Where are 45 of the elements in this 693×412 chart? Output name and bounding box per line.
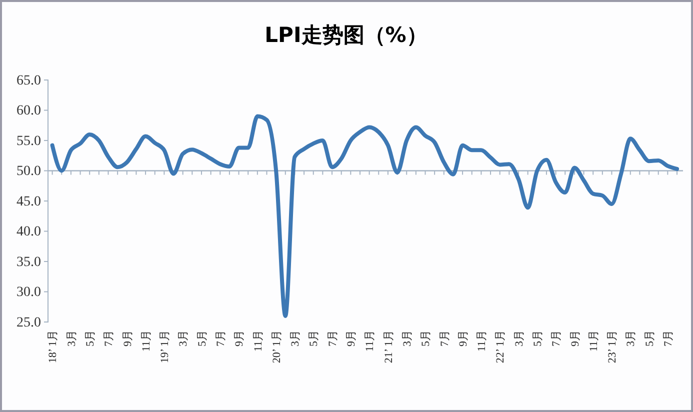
y-tick-label: 30.0: [16, 285, 41, 300]
x-tick-label: 5月: [84, 330, 96, 346]
x-tick-label: 5月: [420, 330, 432, 346]
x-tick-label: 11月: [364, 330, 376, 352]
y-tick-label: 35.0: [16, 254, 41, 270]
x-tick-label: 23’ 1月: [606, 330, 619, 364]
x-tick-label: 11月: [140, 330, 152, 352]
x-tick-label: 9月: [122, 330, 134, 346]
x-tick-label: 3月: [66, 330, 78, 346]
x-tick-label: 5月: [196, 330, 208, 346]
y-tick-label: 45.0: [16, 194, 41, 210]
y-tick-label: 60.0: [16, 104, 41, 119]
y-tick-label: 40.0: [16, 224, 41, 240]
x-tick-label: 3月: [513, 330, 526, 346]
x-tick-label: 3月: [178, 330, 190, 346]
x-tick-label: 20’ 1月: [270, 330, 283, 364]
x-tick-label: 3月: [401, 330, 414, 346]
x-tick-label: 9月: [569, 330, 582, 346]
y-tick-label: 25.0: [16, 315, 41, 330]
x-tick-label: 18’ 1月: [47, 330, 60, 364]
y-tick-label: 55.0: [16, 134, 41, 149]
x-tick-label: 3月: [290, 330, 302, 346]
y-tick-label: 50.0: [16, 164, 41, 180]
chart-title: LPI走势图（%）: [264, 23, 428, 47]
x-tick-label: 5月: [308, 330, 320, 346]
x-tick-label: 5月: [532, 330, 544, 346]
x-tick-label: 7月: [550, 330, 563, 346]
x-tick-label: 7月: [103, 330, 116, 346]
x-tick-label: 21’ 1月: [382, 330, 395, 364]
x-tick-label: 3月: [625, 330, 638, 346]
x-tick-label: 7月: [326, 330, 339, 346]
x-tick-label: 11月: [252, 330, 264, 352]
x-tick-label: 11月: [588, 330, 600, 352]
x-tick-label: 7月: [214, 330, 227, 346]
y-tick-label: 65.0: [16, 73, 41, 88]
x-tick-label: 9月: [234, 330, 246, 346]
x-tick-label: 5月: [644, 330, 656, 346]
x-tick-label: 11月: [476, 330, 488, 352]
x-tick-label: 9月: [346, 330, 358, 346]
x-tick-label: 9月: [457, 330, 470, 346]
line-series: [50, 114, 679, 318]
x-tick-label: 19’ 1月: [159, 330, 172, 364]
x-tick-label: 7月: [438, 330, 451, 346]
x-tick-label: 7月: [662, 330, 675, 346]
x-tick-label: 22’ 1月: [494, 330, 507, 364]
